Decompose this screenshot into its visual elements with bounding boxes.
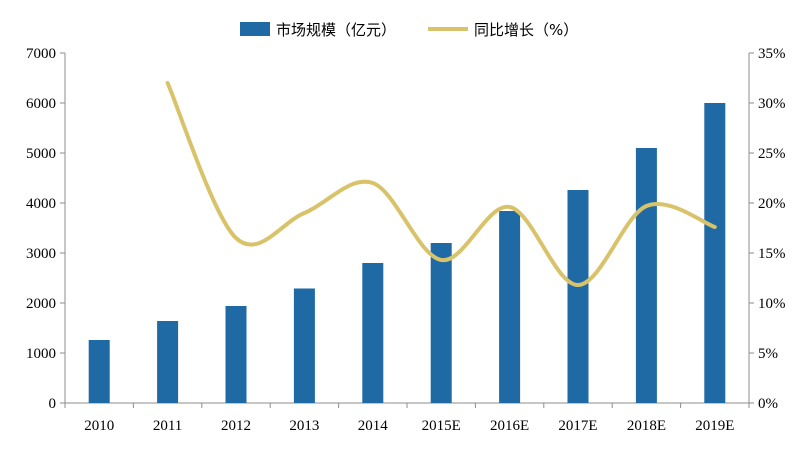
y-right-tick-label: 10% xyxy=(758,296,786,312)
y-right-tick-label: 0% xyxy=(758,396,778,412)
bar xyxy=(362,263,384,403)
x-tick-label: 2013 xyxy=(289,418,319,434)
x-tick-label: 2011 xyxy=(153,418,182,434)
y-left-tick-label: 6000 xyxy=(26,96,56,112)
bar xyxy=(430,243,452,403)
y-right-tick-label: 15% xyxy=(758,246,786,262)
axes xyxy=(60,52,754,408)
x-tick-label: 2012 xyxy=(221,418,251,434)
tick-labels: 0 0% 1000 5% 2000 10% 3000 15% 4000 20% 5000 25% 600… xyxy=(26,46,786,434)
bar xyxy=(635,148,657,403)
bar xyxy=(88,340,110,403)
x-tick-label: 2019E xyxy=(695,418,734,434)
bar xyxy=(293,288,315,403)
y-left-tick-label: 3000 xyxy=(26,246,56,262)
x-tick-label: 2010 xyxy=(84,418,114,434)
bar xyxy=(225,306,247,403)
x-tick-label: 2016E xyxy=(490,418,529,434)
bar-series xyxy=(88,103,726,403)
y-left-tick-label: 5000 xyxy=(26,146,56,162)
bar xyxy=(157,321,179,403)
y-left-tick-label: 2000 xyxy=(26,296,56,312)
x-tick-label: 2015E xyxy=(422,418,461,434)
y-right-tick-label: 25% xyxy=(758,146,786,162)
y-right-tick-label: 35% xyxy=(758,46,786,62)
legend-swatch-bar xyxy=(240,22,270,36)
x-tick-label: 2017E xyxy=(558,418,597,434)
y-right-tick-label: 30% xyxy=(758,96,786,112)
legend-label-bar: 市场规模（亿元） xyxy=(276,21,396,39)
y-left-tick-label: 7000 xyxy=(26,46,56,62)
legend: 市场规模（亿元） 同比增长（%） xyxy=(240,21,578,39)
bar xyxy=(567,190,589,403)
legend-label-line: 同比增长（%） xyxy=(474,21,578,39)
bar xyxy=(704,103,726,403)
line-series xyxy=(165,81,717,288)
y-left-tick-label: 1000 xyxy=(26,346,56,362)
y-left-tick-label: 0 xyxy=(49,396,57,412)
y-left-tick-label: 4000 xyxy=(26,196,56,212)
x-tick-label: 2014 xyxy=(358,418,389,434)
bar xyxy=(499,211,521,403)
y-right-tick-label: 20% xyxy=(758,196,786,212)
y-right-tick-label: 5% xyxy=(758,346,778,362)
x-tick-label: 2018E xyxy=(627,418,666,434)
